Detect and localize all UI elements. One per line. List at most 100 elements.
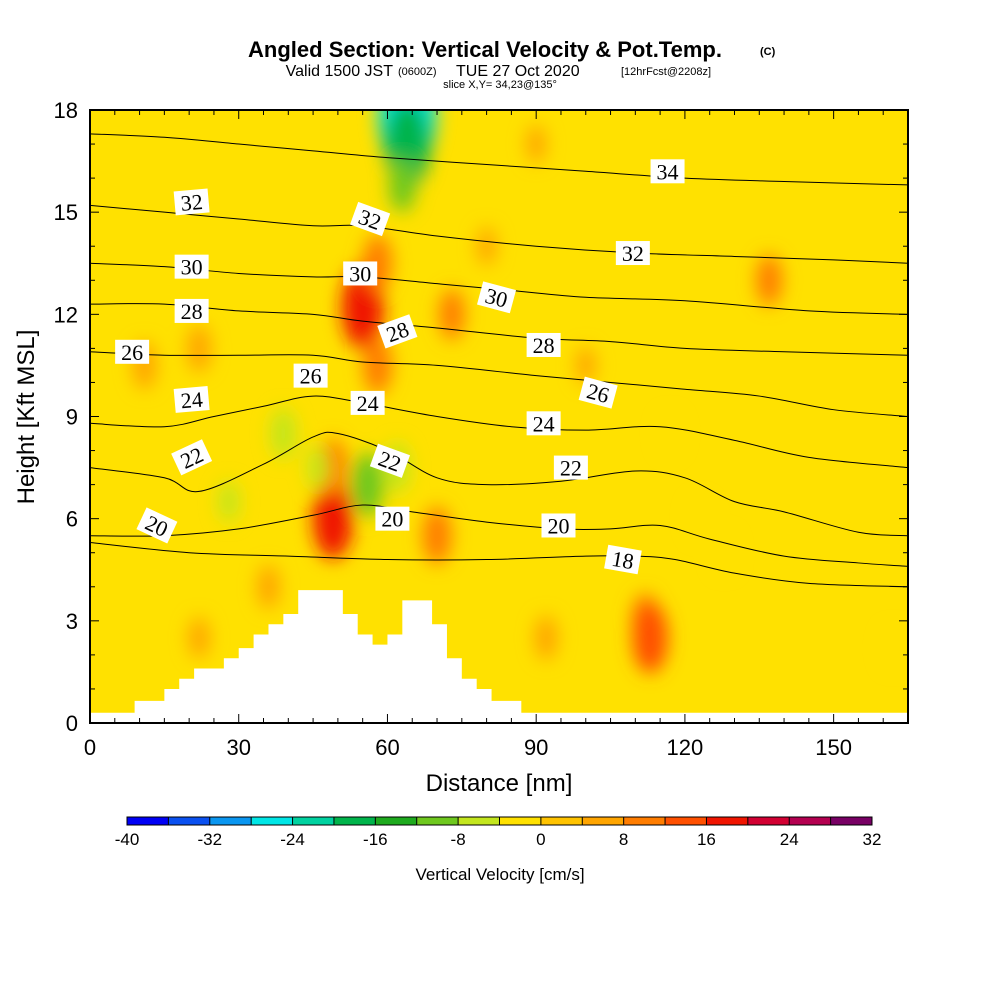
y-tick-label: 18: [54, 98, 78, 123]
y-tick-label: 12: [54, 302, 78, 327]
isentrope-label-box: [350, 390, 385, 415]
colorbar-swatch: [375, 817, 418, 825]
isentrope-label-28: 28: [174, 298, 209, 324]
colorbar-title: Vertical Velocity [cm/s]: [415, 865, 584, 884]
isentrope-label-32: 32: [615, 241, 650, 266]
colorbar-tick-label: -24: [280, 830, 305, 849]
isentrope-label-30: 30: [174, 254, 209, 280]
velocity-cell: [422, 506, 452, 565]
isentrope-label-22: 22: [553, 455, 588, 481]
velocity-cell: [756, 254, 782, 306]
isentrope-label-box: [615, 241, 650, 266]
velocity-cell: [534, 615, 558, 661]
y-axis: 0 3 6 9 12 15 18: [54, 98, 908, 736]
isentrope-label-26: 26: [293, 363, 328, 389]
isentrope-label-box: [650, 159, 685, 184]
isentrope-label-box: [604, 544, 642, 575]
isentrope-label-28: 28: [526, 332, 561, 358]
velocity-cell: [188, 617, 210, 659]
isentrope-label-24: 24: [173, 386, 210, 414]
isentrope-label-box: [293, 363, 328, 388]
copyright-mark: (C): [760, 46, 776, 58]
x-tick-label: 30: [226, 735, 250, 760]
isentrope-label-34: 34: [650, 159, 685, 184]
colorbar-swatch: [458, 817, 500, 825]
isentrope-label-box: [375, 506, 410, 531]
isentrope-label-box: [526, 411, 561, 436]
colorbar-tick-label: 0: [536, 830, 545, 849]
x-tick-label: 90: [524, 735, 548, 760]
valid-time-label: Valid 1500 JST: [286, 63, 394, 80]
isentrope-label-18: 18: [604, 544, 642, 575]
valid-utc-label: (0600Z): [398, 66, 437, 78]
colorbar-swatch: [251, 817, 294, 825]
isentrope-label-28: 28: [377, 314, 418, 349]
colorbar-swatch: [168, 817, 211, 825]
isentrope-label-box: [136, 507, 178, 544]
isentrope-label-text: 24: [533, 411, 555, 436]
isentrope-label-box: [174, 298, 209, 323]
colorbar-swatch: [706, 817, 749, 825]
colorbar-swatch: [333, 817, 376, 825]
isentrope-22: [90, 431, 908, 537]
isentrope-label-text: 24: [180, 387, 204, 414]
x-tick-label: 150: [815, 735, 852, 760]
isentrope-30: [90, 262, 908, 315]
y-tick-label: 0: [66, 711, 78, 736]
isentrope-34: [90, 133, 908, 186]
isentrope-label-32: 32: [173, 188, 210, 216]
x-tick-label: 0: [84, 735, 96, 760]
isentrope-label-20: 20: [375, 506, 410, 532]
velocity-cell: [526, 124, 546, 164]
isentrope-label-box: [476, 281, 517, 314]
x-tick-label: 60: [375, 735, 399, 760]
isentrope-label-32: 32: [350, 201, 391, 237]
isentrope-20: [90, 504, 908, 567]
velocity-cell: [351, 452, 384, 517]
colorbar-tick-label: -16: [363, 830, 388, 849]
velocity-cell: [690, 499, 710, 538]
isentrope-label-box: [369, 443, 411, 478]
colorbar-tick-label: -40: [115, 830, 140, 849]
velocity-cell: [477, 227, 497, 266]
velocity-cell: [883, 628, 903, 668]
colorbar-swatch: [499, 817, 542, 825]
valid-date-label: TUE 27 Oct 2020: [456, 63, 580, 80]
isentrope-label-box: [377, 314, 418, 349]
isentrope-24: [90, 395, 908, 469]
isentrope-lines: [90, 133, 908, 588]
colorbar-swatch: [623, 817, 666, 825]
chart-title: Angled Section: Vertical Velocity & Pot.…: [248, 37, 722, 62]
isentrope-label-box: [553, 455, 588, 480]
isentrope-label-text: 30: [181, 255, 203, 280]
colorbar-swatch: [789, 817, 832, 825]
isentrope-label-text: 28: [181, 299, 203, 324]
isentrope-label-text: 32: [180, 189, 204, 216]
colorbar-tick-label: 32: [863, 830, 882, 849]
colorbar-swatch: [209, 817, 252, 825]
isentrope-label-box: [526, 332, 561, 357]
y-axis-title: Height [Kft MSL]: [13, 330, 40, 505]
isentrope-label-text: 26: [300, 364, 322, 389]
velocity-cell: [388, 157, 416, 213]
isentrope-labels: 3230282624222032302826242220343230282624…: [115, 159, 685, 575]
colorbar: -40 -32 -24 -16 -8 0 8 16 24 32: [115, 816, 882, 849]
plot-background: [90, 110, 908, 723]
isentrope-26: [90, 351, 908, 417]
x-axis: 0 30 60 90 120 150: [84, 110, 884, 760]
velocity-cell: [632, 602, 668, 674]
velocity-cell: [257, 564, 280, 610]
colorbar-tick-label: 8: [619, 830, 628, 849]
isentrope-label-box: [173, 188, 210, 216]
y-tick-label: 15: [54, 200, 78, 225]
velocity-cell: [363, 336, 392, 395]
velocity-cell: [306, 445, 330, 490]
colorbar-swatch: [416, 817, 459, 825]
isentrope-label-text: 30: [349, 261, 371, 286]
isentrope-label-box: [578, 376, 618, 409]
velocity-cell: [660, 414, 680, 453]
y-tick-label: 9: [66, 405, 78, 430]
velocity-cell: [312, 478, 353, 559]
isentrope-label-text: 18: [610, 546, 636, 574]
terrain: [90, 590, 908, 723]
